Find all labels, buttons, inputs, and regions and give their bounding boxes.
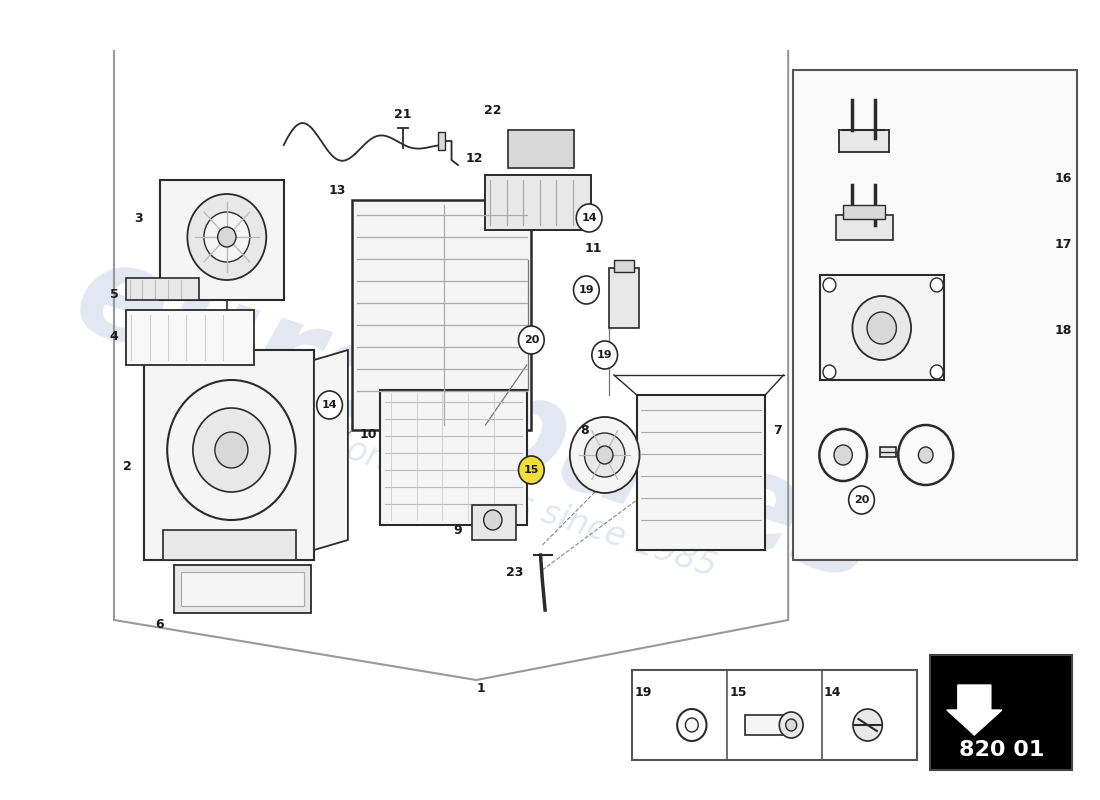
- Text: 3: 3: [134, 211, 143, 225]
- Bar: [880, 447, 896, 457]
- Bar: [821, 275, 944, 380]
- Circle shape: [918, 447, 933, 463]
- Text: 2: 2: [123, 459, 132, 473]
- Text: 15: 15: [524, 465, 539, 475]
- Circle shape: [867, 312, 896, 344]
- Circle shape: [167, 380, 296, 520]
- Circle shape: [931, 278, 943, 292]
- Text: 20: 20: [524, 335, 539, 345]
- Bar: [379, 390, 527, 525]
- Text: 16: 16: [1055, 171, 1072, 185]
- Circle shape: [214, 432, 248, 468]
- Circle shape: [596, 446, 613, 464]
- Bar: [125, 310, 254, 365]
- Text: 19: 19: [579, 285, 594, 295]
- Bar: [836, 215, 893, 240]
- Circle shape: [779, 712, 803, 738]
- Bar: [632, 670, 916, 760]
- Text: 20: 20: [854, 495, 869, 505]
- Circle shape: [852, 296, 911, 360]
- Bar: [614, 260, 634, 272]
- Text: 7: 7: [773, 423, 781, 437]
- Circle shape: [204, 212, 250, 262]
- Circle shape: [785, 719, 796, 731]
- Text: 14: 14: [581, 213, 597, 223]
- Circle shape: [931, 365, 943, 379]
- Bar: [793, 70, 1077, 560]
- Text: 13: 13: [328, 183, 345, 197]
- Circle shape: [685, 718, 698, 732]
- Text: 23: 23: [506, 566, 524, 578]
- Text: 17: 17: [1055, 238, 1072, 251]
- Text: 22: 22: [484, 103, 502, 117]
- Bar: [352, 200, 531, 430]
- Bar: [485, 175, 591, 230]
- Text: 6: 6: [155, 618, 164, 631]
- Circle shape: [187, 194, 266, 280]
- Circle shape: [484, 510, 502, 530]
- Circle shape: [584, 433, 625, 477]
- Text: 14: 14: [321, 400, 338, 410]
- Text: 820 01: 820 01: [959, 740, 1045, 760]
- Text: 12: 12: [465, 151, 483, 165]
- Bar: [438, 132, 446, 150]
- Circle shape: [573, 276, 600, 304]
- Polygon shape: [314, 350, 348, 550]
- Circle shape: [317, 391, 342, 419]
- Text: 19: 19: [597, 350, 613, 360]
- Circle shape: [823, 365, 836, 379]
- Bar: [609, 268, 639, 328]
- Text: 11: 11: [585, 242, 603, 254]
- Circle shape: [570, 417, 639, 493]
- Bar: [182, 572, 304, 606]
- Text: 9: 9: [453, 523, 462, 537]
- Text: 4: 4: [110, 330, 119, 343]
- Text: eurospares: eurospares: [59, 230, 893, 610]
- Text: 8: 8: [580, 423, 588, 437]
- Circle shape: [592, 341, 617, 369]
- Circle shape: [834, 445, 852, 465]
- Text: 21: 21: [394, 109, 411, 122]
- Text: a passion for parts since 1985: a passion for parts since 1985: [231, 397, 722, 583]
- Text: 1: 1: [476, 682, 485, 694]
- Polygon shape: [947, 685, 1002, 735]
- Circle shape: [218, 227, 236, 247]
- Text: 18: 18: [1055, 323, 1072, 337]
- Bar: [838, 130, 889, 152]
- Bar: [144, 350, 314, 560]
- Circle shape: [192, 408, 270, 492]
- Text: 19: 19: [635, 686, 652, 698]
- Bar: [746, 715, 795, 735]
- Bar: [637, 395, 766, 550]
- Text: 5: 5: [110, 289, 119, 302]
- Bar: [163, 530, 296, 560]
- Bar: [844, 205, 886, 219]
- Bar: [160, 180, 284, 300]
- Text: 10: 10: [360, 429, 377, 442]
- Text: 15: 15: [729, 686, 747, 698]
- Circle shape: [823, 278, 836, 292]
- Bar: [174, 565, 311, 613]
- Bar: [931, 655, 1072, 770]
- Circle shape: [576, 204, 602, 232]
- Text: 14: 14: [824, 686, 842, 698]
- Circle shape: [518, 326, 544, 354]
- Bar: [472, 505, 516, 540]
- Circle shape: [518, 456, 544, 484]
- Bar: [508, 130, 574, 168]
- Circle shape: [852, 709, 882, 741]
- Circle shape: [849, 486, 875, 514]
- Bar: [125, 278, 199, 300]
